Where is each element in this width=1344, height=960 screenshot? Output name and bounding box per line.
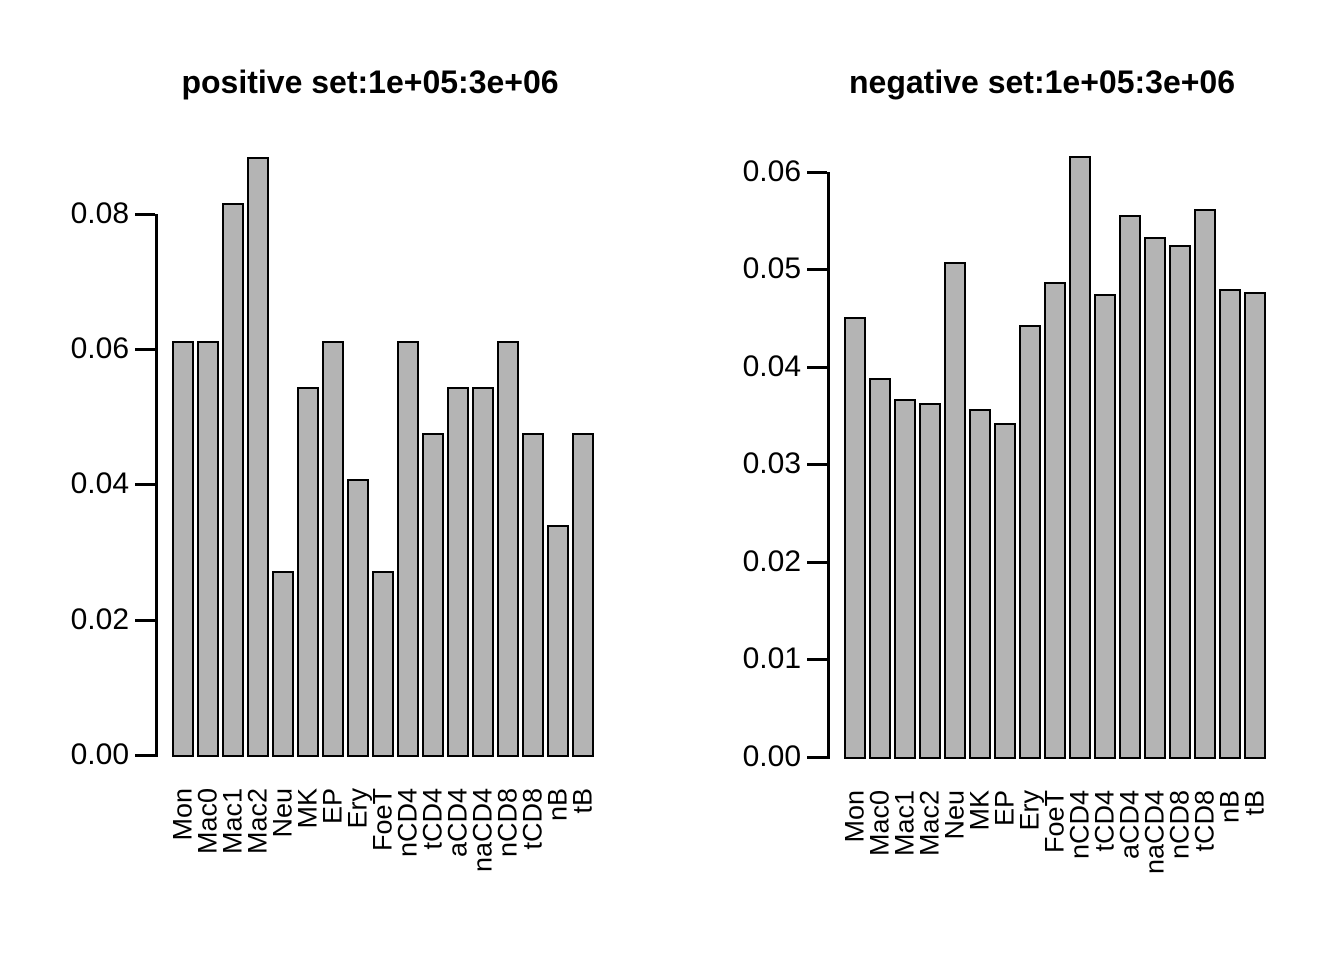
y-tick-label: 0.04 xyxy=(742,350,801,383)
y-tick-label: 0.00 xyxy=(742,740,801,773)
y-axis-line xyxy=(827,172,830,759)
bar-nCD8 xyxy=(497,341,519,757)
y-tick xyxy=(135,754,155,757)
y-tick xyxy=(807,658,827,661)
bar-Mon xyxy=(844,317,866,759)
bar-tCD4 xyxy=(1094,294,1116,759)
bar-FoeT xyxy=(372,571,394,757)
y-tick xyxy=(135,348,155,351)
y-tick-label: 0.00 xyxy=(70,738,129,771)
y-tick-label: 0.05 xyxy=(742,252,801,285)
bar-MK xyxy=(969,409,991,759)
bar-Ery xyxy=(347,479,369,757)
bar-Mac1 xyxy=(894,399,916,759)
bar-EP xyxy=(322,341,344,757)
bar-tCD8 xyxy=(1194,209,1216,759)
bar-Mon xyxy=(172,341,194,757)
bar-tCD4 xyxy=(422,433,444,757)
bar-aCD4 xyxy=(447,387,469,757)
x-tick-label-tB: tB xyxy=(1239,790,1270,816)
bar-nCD4 xyxy=(397,341,419,757)
y-tick xyxy=(807,268,827,271)
bar-aCD4 xyxy=(1119,215,1141,759)
bar-naCD4 xyxy=(472,387,494,757)
y-tick xyxy=(135,213,155,216)
y-tick xyxy=(135,619,155,622)
y-tick-label: 0.06 xyxy=(742,155,801,188)
y-tick xyxy=(807,171,827,174)
bar-MK xyxy=(297,387,319,757)
y-tick-label: 0.03 xyxy=(742,447,801,480)
bar-Ery xyxy=(1019,325,1041,759)
bar-nB xyxy=(547,525,569,757)
bar-naCD4 xyxy=(1144,237,1166,759)
bar-Neu xyxy=(272,571,294,757)
chart-title-positive: positive set:1e+05:3e+06 xyxy=(181,64,559,100)
y-tick xyxy=(807,366,827,369)
bar-nCD8 xyxy=(1169,245,1191,759)
bar-nB xyxy=(1219,289,1241,759)
y-tick-label: 0.04 xyxy=(70,467,129,500)
bar-FoeT xyxy=(1044,282,1066,759)
y-tick xyxy=(807,561,827,564)
y-tick-label: 0.08 xyxy=(70,197,129,230)
bar-Mac0 xyxy=(197,341,219,757)
bar-Neu xyxy=(944,262,966,759)
y-tick xyxy=(807,463,827,466)
y-tick-label: 0.02 xyxy=(70,603,129,636)
y-tick xyxy=(807,756,827,759)
bar-EP xyxy=(994,423,1016,759)
bar-Mac0 xyxy=(869,378,891,759)
bar-Mac1 xyxy=(222,203,244,757)
bar-tCD8 xyxy=(522,433,544,757)
chart-title-negative: negative set:1e+05:3e+06 xyxy=(848,64,1236,100)
y-axis-line xyxy=(155,214,158,757)
bar-nCD4 xyxy=(1069,156,1091,759)
y-tick-label: 0.01 xyxy=(742,642,801,675)
bar-Mac2 xyxy=(919,403,941,759)
bar-Mac2 xyxy=(247,157,269,757)
y-tick-label: 0.02 xyxy=(742,545,801,578)
bar-tB xyxy=(572,433,594,757)
y-tick-label: 0.06 xyxy=(70,332,129,365)
y-tick xyxy=(135,483,155,486)
bar-tB xyxy=(1244,292,1266,759)
